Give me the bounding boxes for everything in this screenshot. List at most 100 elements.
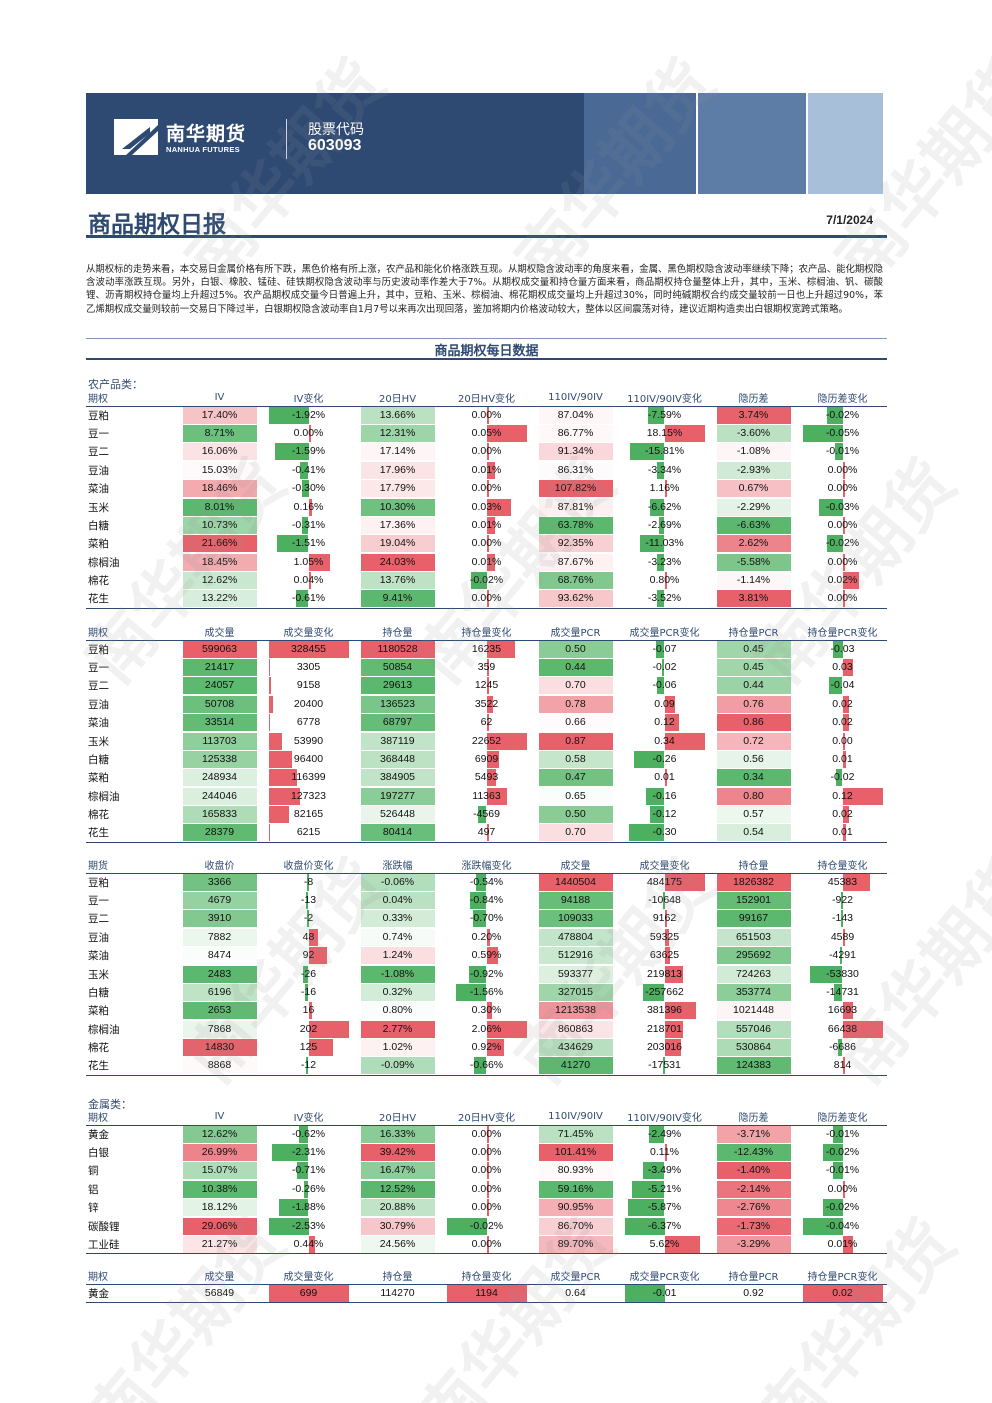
bar-value: -0.06 [652,679,677,692]
data-bar-wrap: 1245 [447,677,527,695]
heat-cell: 197277 [353,787,442,805]
bar-cell: 0.59% [442,947,531,965]
data-bar-wrap: 0.01% [447,517,527,535]
data-bar [826,535,843,553]
data-bar [298,1125,309,1143]
row-name: 棉花 [88,809,109,822]
data-bar-wrap: -4569 [447,806,527,824]
bar-cell: 0.05% [442,424,531,443]
row-name: 豆二 [88,913,109,926]
data-bar [268,732,282,750]
data-bar [302,517,309,535]
bar-cell: 1245 [442,677,531,695]
heat-value: 8868 [182,1057,257,1075]
heat-cell: 86.77% [531,424,620,443]
data-bar [642,1162,665,1180]
data-bar-wrap: -0.01 [624,1284,705,1302]
heat-value: 89.70% [538,1235,613,1253]
data-bar-wrap: 2.06% [447,1020,527,1038]
data-bar-wrap: 0.80% [625,572,705,590]
heat-cell: 41270 [531,1056,620,1076]
data-bar-wrap: 219813 [625,965,705,983]
table-row: 豆粕 17.40% -1.92% 13.66% 0.00% 87.04% -7.59% 3.7… [86,406,887,424]
heat-value: -2.14% [716,1180,791,1198]
heat-value: 21.27% [182,1235,257,1253]
bar-value: 45383 [827,875,858,888]
data-bar [486,480,489,498]
heat-value: 93.62% [538,590,613,608]
bar-cell: -0.01 [620,1284,709,1303]
bar-cell: -0.01% [798,1125,887,1143]
data-bar [643,984,665,1002]
data-bar-wrap: -3.34% [625,461,705,479]
bar-value: -0.26% [291,1182,326,1195]
data-bar-wrap: 0.00% [447,406,527,424]
data-bar-wrap: 0.16% [269,498,349,516]
bar-value: -5.21% [647,1182,682,1195]
bar-cell: -2.49% [620,1125,709,1143]
heat-cell: 136523 [353,695,442,713]
data-bar [664,1020,683,1038]
category-label-agri: 农产品类： [88,378,143,391]
heat-value: 86.77% [538,425,613,443]
bar-value: -3.52% [647,592,682,605]
data-bar [832,1162,843,1180]
report-date: 7/1/2024 [826,213,873,227]
heat-value: 17.36% [360,517,435,535]
heat-cell: 0.44 [531,658,620,677]
heat-value: 71.45% [538,1125,613,1143]
bar-value: -13 [300,894,317,907]
bar-cell: -0.02% [442,1217,531,1235]
heat-cell: 80414 [353,823,442,843]
bar-cell: 0.01% [442,553,531,571]
bar-cell: 18.15% [620,424,709,443]
data-bar-wrap: 20400 [268,695,349,713]
data-bar-wrap: 6215 [268,824,349,842]
bar-value: 0.00% [827,555,858,568]
bar-cell: 218701 [620,1020,709,1038]
heat-cell: 353774 [709,983,798,1002]
data-bar-wrap: 5493 [447,769,527,787]
data-bar [268,1217,309,1235]
bar-cell: 0.01 [620,769,709,787]
data-bar [486,1144,489,1162]
data-bar-wrap: 0.02 [802,1284,883,1302]
data-bar-wrap: -0.07 [625,640,705,658]
data-bar-wrap: -922 [803,892,883,910]
data-bar [664,910,667,928]
bar-cell: 6215 [264,823,353,843]
data-bar-wrap: 92 [269,947,349,965]
heat-cell: 93.62% [531,589,620,609]
heat-value: 244046 [182,787,257,805]
table-row: 锌 18.12% -1.88% 20.88% 0.00% 90.95% -5.87% -2.7… [86,1199,887,1217]
data-bar-wrap: -1.92% [268,406,349,424]
heat-value: 0.50 [538,640,613,658]
bar-cell: 0.34 [620,732,709,750]
bar-value: 0.30% [471,1004,502,1017]
heat-value: 7882 [182,928,257,946]
heat-value: 1.24% [360,947,435,965]
row-name: 豆粕 [88,876,109,889]
data-bar-wrap: 0.00% [803,1180,883,1198]
table-row: 豆二 24057 9158 29613 1245 0.70 -0.06 0.44 -0.04 [86,677,887,695]
data-bar-wrap: -0.30% [269,480,349,498]
data-bar-wrap: -1.88% [269,1199,349,1217]
table-row: 豆粕 599063 328455 1180528 16235 0.50 -0.07 0.45 -… [86,640,887,658]
heat-cell: 13.76% [353,572,442,590]
bar-value: -0.16 [652,789,677,802]
data-bar-wrap: 0.00% [803,480,883,498]
heat-cell: -5.58% [709,553,798,571]
data-bar-wrap: -0.16 [625,787,705,805]
heat-value: -0.09% [360,1057,435,1075]
data-bar [842,461,845,479]
bar-value: 0.00% [471,1164,502,1177]
bar-value: 1.05% [293,555,324,568]
data-bar-wrap: 82165 [268,806,349,824]
data-bar [629,824,665,842]
data-bar [305,984,309,1002]
data-bar [664,425,705,443]
heat-value: 59.16% [538,1180,613,1198]
table-row: 豆二 16.06% -1.59% 17.14% 0.00% 91.34% -15.81% -1… [86,443,887,461]
heat-cell: 593377 [531,965,620,983]
heat-cell: 113703 [175,732,264,750]
